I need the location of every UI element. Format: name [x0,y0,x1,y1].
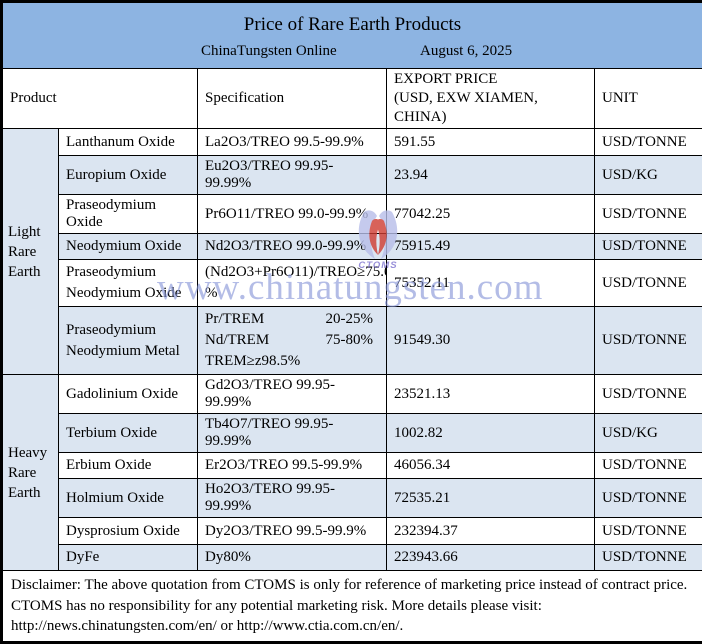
rare-earth-price-sheet: Price of Rare Earth Products ChinaTungst… [0,0,702,518]
price-cell: 23521.13 [387,375,595,414]
spec-cell: Pr/TREM 20-25% Nd/TREM 75-80% TREM≥z98.5… [198,307,387,375]
unit-cell: USD/TONNE [595,260,702,307]
product-cell: Dysprosium Oxide [59,518,198,545]
price-cell: 91549.30 [387,307,595,375]
price-cell: 591.55 [387,129,595,156]
table-row: Dysprosium Oxide Dy2O3/TREO 99.5-99.9% 2… [2,518,702,545]
spec-cell: Dy80% [198,545,387,571]
page-title: Price of Rare Earth Products [3,3,702,43]
spec-cell: (Nd2O3+Pr6O11)/TREO≥75.0 % [198,260,387,307]
unit-cell: USD/TONNE [595,129,702,156]
spec-cell: Pr6O11/TREO 99.0-99.9% [198,195,387,234]
product-cell: Praseodymium Oxide [59,195,198,234]
spec-cell: Nd2O3/TREO 99.0-99.9% [198,234,387,260]
title-band: Price of Rare Earth Products ChinaTungst… [2,2,702,69]
spec-cell: Er2O3/TREO 99.5-99.9% [198,453,387,479]
spec-cell: Tb4O7/TREO 99.95-99.99% [198,414,387,453]
table-row: Erbium Oxide Er2O3/TREO 99.5-99.9% 46056… [2,453,702,479]
spec-cell: La2O3/TREO 99.5-99.9% [198,129,387,156]
price-cell: 1002.82 [387,414,595,453]
table-row: Holmium Oxide Ho2O3/TERO 99.95-99.99% 72… [2,479,702,518]
title-band-cell: Price of Rare Earth Products ChinaTungst… [2,2,702,69]
product-cell: Terbium Oxide [59,414,198,453]
unit-cell: USD/TONNE [595,307,702,375]
unit-cell: USD/TONNE [595,545,702,571]
table-row: Neodymium Oxide Nd2O3/TREO 99.0-99.9% 75… [2,234,702,260]
category-heavy-rare-earth: Heavy Rare Earth [2,375,59,571]
price-cell: 72535.21 [387,479,595,518]
price-cell: 75352.11 [387,260,595,307]
col-header-unit: UNIT [595,69,702,129]
unit-cell: USD/TONNE [595,453,702,479]
unit-cell: USD/KG [595,414,702,453]
spec-cell: Gd2O3/TREO 99.95-99.99% [198,375,387,414]
disclaimer-row: Disclaimer: The above quotation from CTO… [2,571,702,643]
unit-cell: USD/TONNE [595,195,702,234]
date-label: August 6, 2025 [420,43,512,60]
table-row: Praseodymium Oxide Pr6O11/TREO 99.0-99.9… [2,195,702,234]
spec-cell: Eu2O3/TREO 99.95-99.99% [198,156,387,195]
product-cell: Erbium Oxide [59,453,198,479]
product-cell: Neodymium Oxide [59,234,198,260]
disclaimer-text: Disclaimer: The above quotation from CTO… [2,571,702,643]
unit-cell: USD/TONNE [595,479,702,518]
price-cell: 23.94 [387,156,595,195]
export-price-line1: EXPORT PRICE [394,70,587,89]
table-row: Praseodymium Neodymium Metal Pr/TREM 20-… [2,307,702,375]
product-cell: Gadolinium Oxide [59,375,198,414]
product-cell: DyFe [59,545,198,571]
table-row: Terbium Oxide Tb4O7/TREO 99.95-99.99% 10… [2,414,702,453]
table-row: DyFe Dy80% 223943.66 USD/TONNE [2,545,702,571]
col-header-product: Product [2,69,198,129]
unit-cell: USD/TONNE [595,518,702,545]
table-row: Europium Oxide Eu2O3/TREO 99.95-99.99% 2… [2,156,702,195]
product-cell: Europium Oxide [59,156,198,195]
header-row: Product Specification EXPORT PRICE (USD,… [2,69,702,129]
spec-cell: Ho2O3/TERO 99.95-99.99% [198,479,387,518]
table-row: Heavy Rare Earth Gadolinium Oxide Gd2O3/… [2,375,702,414]
table-row: Praseodymium Neodymium Oxide (Nd2O3+Pr6O… [2,260,702,307]
category-light-rare-earth: Light Rare Earth [2,129,59,375]
export-price-line2: (USD, EXW XIAMEN, CHINA) [394,89,587,127]
subtitle-row: ChinaTungsten Online August 6, 2025 [3,43,702,68]
product-cell: Praseodymium Neodymium Oxide [59,260,198,307]
price-cell: 232394.37 [387,518,595,545]
price-cell: 46056.34 [387,453,595,479]
spec-cell: Dy2O3/TREO 99.5-99.9% [198,518,387,545]
col-header-specification: Specification [198,69,387,129]
unit-cell: USD/TONNE [595,234,702,260]
product-cell: Lanthanum Oxide [59,129,198,156]
table-row: Light Rare Earth Lanthanum Oxide La2O3/T… [2,129,702,156]
price-cell: 223943.66 [387,545,595,571]
unit-cell: USD/TONNE [595,375,702,414]
source-label: ChinaTungsten Online [201,43,337,60]
product-cell: Holmium Oxide [59,479,198,518]
unit-cell: USD/KG [595,156,702,195]
col-header-export-price: EXPORT PRICE (USD, EXW XIAMEN, CHINA) [387,69,595,129]
product-cell: Praseodymium Neodymium Metal [59,307,198,375]
price-cell: 75915.49 [387,234,595,260]
price-cell: 77042.25 [387,195,595,234]
